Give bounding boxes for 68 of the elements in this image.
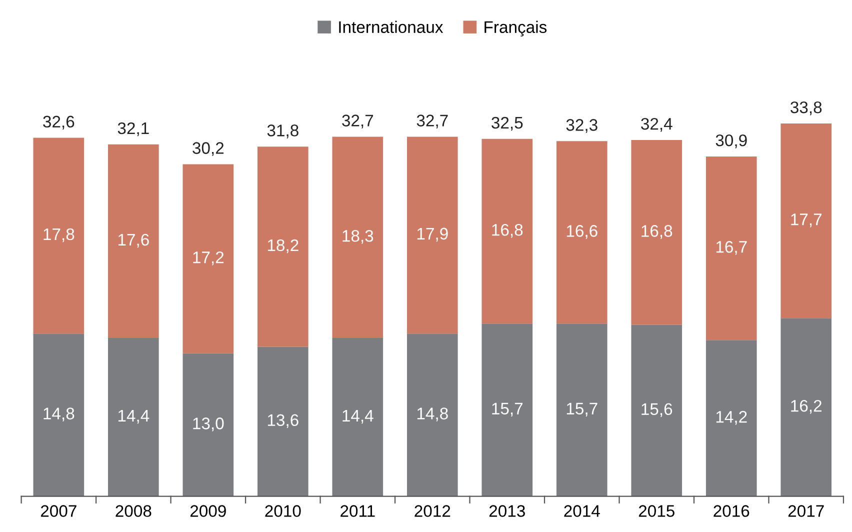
bar (108, 144, 159, 338)
data-label: 13,0 (193, 418, 224, 432)
bar (780, 318, 832, 496)
total-label: 32,1 (118, 122, 149, 136)
data-label: 18,2 (268, 239, 298, 254)
x-tick-label: 2017 (788, 505, 824, 517)
total-label: 32,5 (492, 116, 523, 131)
total-label: 32,3 (566, 119, 598, 133)
data-label: 14,4 (118, 410, 150, 424)
x-tick-label: 2007 (40, 505, 76, 517)
data-label: 15,6 (642, 403, 672, 418)
data-label: 15,7 (566, 402, 598, 416)
x-tick-label: 2013 (489, 505, 525, 517)
data-label: 17,6 (118, 234, 149, 248)
x-tick-label: 2009 (190, 505, 226, 517)
bar (406, 334, 458, 496)
data-label: 14,8 (44, 408, 74, 422)
data-label: 14,2 (716, 410, 747, 425)
total-label: 30,9 (716, 134, 747, 148)
bar (257, 146, 308, 347)
legend-label: Français (484, 20, 547, 36)
bar (706, 340, 757, 496)
data-label: 14,4 (342, 410, 374, 424)
data-label: 17,2 (193, 251, 224, 266)
bar (257, 346, 308, 496)
bar (406, 136, 458, 334)
data-label: 16,7 (716, 241, 747, 255)
total-label: 31,8 (267, 124, 298, 138)
bar (108, 338, 159, 496)
bar (33, 138, 84, 334)
data-label: 17,8 (44, 228, 74, 242)
bar (482, 324, 533, 496)
x-tick-label: 2015 (638, 505, 674, 517)
x-tick-label: 2016 (714, 505, 750, 517)
bar (182, 353, 234, 496)
data-label: 18,3 (342, 230, 374, 244)
bar (631, 324, 682, 496)
bar (556, 141, 608, 324)
data-label: 14,8 (417, 408, 448, 422)
bar (182, 164, 234, 354)
bar (332, 136, 384, 338)
total-label: 30,2 (192, 142, 224, 156)
data-label: 16,2 (791, 400, 822, 414)
bar (706, 156, 757, 340)
bar (332, 338, 384, 496)
total-label: 32,7 (416, 114, 448, 128)
total-label: 32,6 (43, 116, 74, 130)
x-tick-label: 2010 (265, 505, 301, 517)
x-tick-label: 2011 (340, 505, 375, 517)
total-label: 32,4 (641, 118, 672, 132)
total-label: 32,7 (342, 114, 374, 128)
bar (33, 334, 84, 496)
data-label: 15,7 (492, 402, 523, 416)
x-tick-label: 2012 (414, 505, 450, 517)
data-label: 17,9 (417, 228, 448, 242)
data-label: 16,8 (492, 224, 523, 238)
total-label: 33,8 (790, 101, 822, 116)
data-label: 13,6 (268, 414, 298, 428)
bar (482, 138, 533, 324)
data-label: 17,7 (791, 214, 822, 228)
legend-label: Internationaux (339, 20, 444, 34)
x-tick-label: 2014 (564, 505, 600, 517)
data-label: 16,8 (642, 225, 672, 239)
data-label: 16,6 (566, 225, 598, 239)
bar (631, 140, 682, 325)
bar (780, 124, 832, 318)
x-tick-label: 2008 (116, 505, 152, 517)
bar (556, 324, 608, 496)
